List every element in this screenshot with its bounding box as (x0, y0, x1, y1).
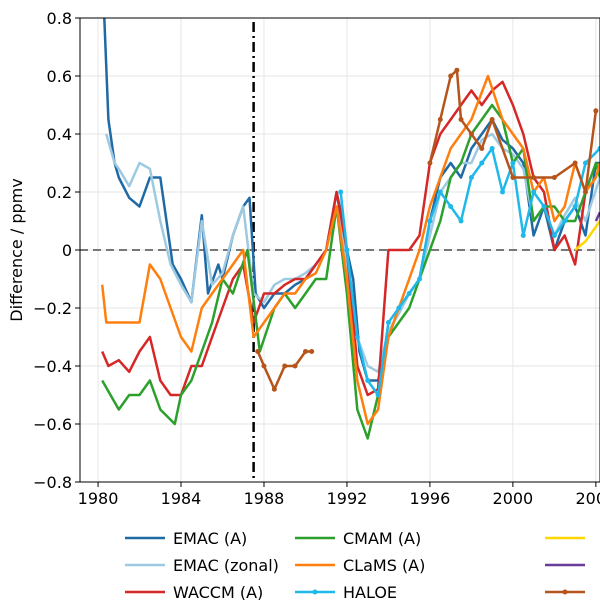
series-marker (582, 160, 588, 166)
series-marker (427, 218, 433, 224)
series-marker (417, 276, 423, 282)
x-tick-label: 1980 (78, 489, 119, 508)
series-marker (562, 218, 568, 224)
series-marker (468, 131, 474, 137)
series-marker (458, 218, 464, 224)
legend-label: CMAM (A) (343, 529, 421, 548)
legend-label: EMAC (A) (173, 529, 247, 548)
series-marker (593, 108, 599, 114)
series-marker (302, 349, 308, 354)
y-tick-label: 0 (62, 241, 72, 260)
series-marker (282, 363, 288, 369)
series-marker (572, 160, 578, 166)
series-marker (365, 378, 371, 383)
series-marker (309, 349, 315, 354)
series-marker (582, 189, 588, 195)
series-marker (354, 334, 360, 340)
series-line (100, 74, 600, 426)
series-line (574, 220, 600, 251)
series-marker (448, 73, 454, 79)
plot-area (100, 18, 600, 440)
x-tick-label: 1996 (410, 489, 451, 508)
series-marker (489, 117, 495, 122)
y-tick-label: −0.8 (33, 473, 72, 492)
series-marker (597, 146, 600, 151)
series-marker (479, 160, 485, 166)
series-marker (437, 117, 443, 122)
series-marker (489, 146, 495, 151)
series-marker (520, 233, 526, 238)
legend-marker (562, 589, 568, 595)
frame (79, 17, 600, 483)
series-marker (551, 233, 557, 238)
legend-label: CLaMS (A) (343, 556, 425, 575)
y-tick-label: −0.4 (33, 357, 72, 376)
series-marker (572, 204, 578, 209)
y-tick-label: −0.6 (33, 415, 72, 434)
x-tick-label: 1992 (327, 489, 368, 508)
series-marker (261, 363, 267, 369)
series-marker (541, 204, 547, 209)
series-marker (551, 175, 557, 180)
y-tick-label: 0.8 (47, 9, 72, 28)
series-line (339, 147, 600, 397)
series-marker (510, 160, 516, 166)
series-marker (255, 349, 261, 354)
series-marker (375, 392, 381, 398)
series-marker (531, 189, 537, 195)
series-marker (385, 320, 391, 325)
y-tick-label: 0.2 (47, 183, 72, 202)
y-axis-label: Difference / ppmv (7, 178, 26, 321)
series-marker (454, 67, 460, 73)
legend-label: HALOE (343, 583, 397, 600)
series-marker (500, 189, 506, 195)
series-marker (510, 175, 516, 180)
series-line (594, 211, 600, 222)
series-marker (458, 117, 464, 122)
y-tick-label: −0.2 (33, 299, 72, 318)
series-marker (427, 160, 433, 166)
x-tick-label: 1988 (244, 489, 285, 508)
series-marker (271, 386, 277, 392)
x-tick-label: 2000 (493, 489, 534, 508)
x-tick-label: 2004 (575, 489, 600, 508)
series-line (101, 80, 587, 397)
series-marker (479, 146, 485, 151)
series-line (256, 68, 598, 391)
series-marker (406, 291, 412, 296)
series-marker (448, 204, 454, 209)
series-marker (292, 363, 298, 369)
legend-marker (312, 589, 318, 595)
series-marker (468, 175, 474, 180)
series-marker (437, 189, 443, 195)
legend-label: WACCM (A) (173, 583, 263, 600)
legend-label: EMAC (zonal) (173, 556, 279, 575)
series-marker (531, 175, 537, 180)
y-tick-label: 0.4 (47, 125, 72, 144)
series-marker (338, 189, 344, 195)
x-tick-label: 1984 (161, 489, 202, 508)
series-marker (344, 247, 350, 253)
series-marker (396, 305, 402, 311)
series-line (105, 132, 600, 374)
y-tick-label: 0.6 (47, 67, 72, 86)
